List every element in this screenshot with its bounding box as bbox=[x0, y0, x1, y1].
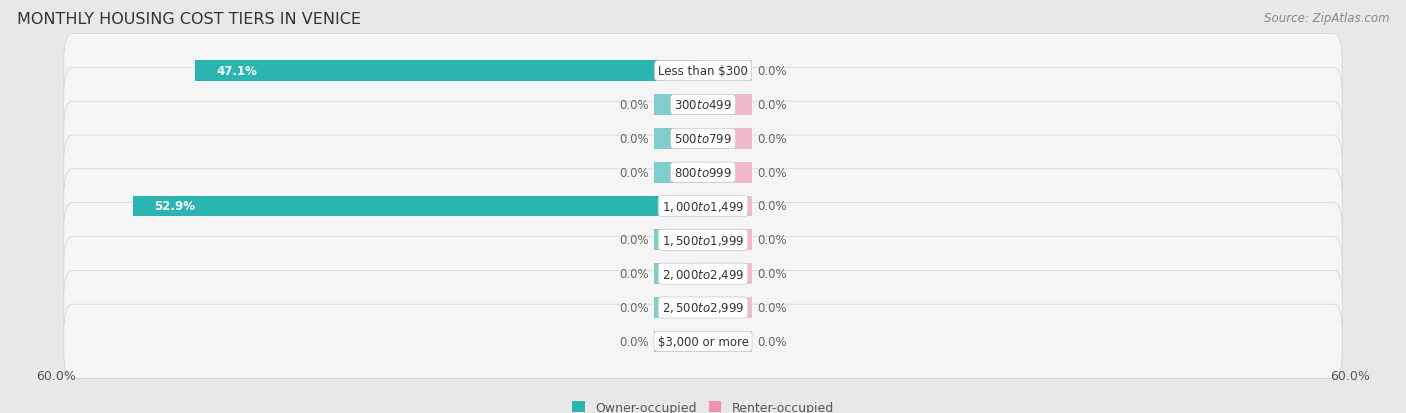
Bar bbox=[132, 196, 703, 217]
Text: 0.0%: 0.0% bbox=[620, 166, 650, 179]
Text: 0.0%: 0.0% bbox=[756, 335, 786, 348]
Text: $1,000 to $1,499: $1,000 to $1,499 bbox=[662, 199, 744, 214]
Text: Less than $300: Less than $300 bbox=[658, 65, 748, 78]
Bar bbox=[654, 263, 703, 285]
Text: 0.0%: 0.0% bbox=[620, 301, 650, 314]
FancyBboxPatch shape bbox=[63, 271, 1343, 345]
FancyBboxPatch shape bbox=[63, 304, 1343, 379]
Text: $2,500 to $2,999: $2,500 to $2,999 bbox=[662, 301, 744, 315]
Text: 52.9%: 52.9% bbox=[155, 200, 195, 213]
Text: 0.0%: 0.0% bbox=[756, 166, 786, 179]
FancyBboxPatch shape bbox=[63, 169, 1343, 244]
FancyBboxPatch shape bbox=[63, 203, 1343, 277]
Text: 0.0%: 0.0% bbox=[756, 200, 786, 213]
Bar bbox=[654, 331, 703, 352]
Text: MONTHLY HOUSING COST TIERS IN VENICE: MONTHLY HOUSING COST TIERS IN VENICE bbox=[17, 12, 361, 27]
Text: 0.0%: 0.0% bbox=[620, 234, 650, 247]
Bar bbox=[703, 230, 752, 251]
Bar bbox=[703, 95, 752, 116]
FancyBboxPatch shape bbox=[63, 68, 1343, 142]
Text: Source: ZipAtlas.com: Source: ZipAtlas.com bbox=[1264, 12, 1389, 25]
FancyBboxPatch shape bbox=[63, 237, 1343, 311]
Text: 47.1%: 47.1% bbox=[217, 65, 257, 78]
Legend: Owner-occupied, Renter-occupied: Owner-occupied, Renter-occupied bbox=[572, 401, 834, 413]
Text: $300 to $499: $300 to $499 bbox=[673, 99, 733, 112]
Text: 0.0%: 0.0% bbox=[620, 99, 650, 112]
Bar bbox=[654, 230, 703, 251]
Text: 0.0%: 0.0% bbox=[756, 99, 786, 112]
Text: 0.0%: 0.0% bbox=[756, 133, 786, 145]
Text: $2,000 to $2,499: $2,000 to $2,499 bbox=[662, 267, 744, 281]
Text: 0.0%: 0.0% bbox=[620, 268, 650, 280]
FancyBboxPatch shape bbox=[63, 136, 1343, 210]
Bar bbox=[703, 128, 752, 150]
Bar bbox=[654, 297, 703, 318]
Text: $500 to $799: $500 to $799 bbox=[673, 133, 733, 145]
Bar bbox=[703, 196, 752, 217]
FancyBboxPatch shape bbox=[63, 102, 1343, 176]
Bar bbox=[703, 61, 752, 82]
Text: $800 to $999: $800 to $999 bbox=[673, 166, 733, 179]
Bar bbox=[703, 331, 752, 352]
FancyBboxPatch shape bbox=[63, 34, 1343, 109]
Bar bbox=[654, 162, 703, 183]
Bar bbox=[654, 95, 703, 116]
Text: 0.0%: 0.0% bbox=[756, 301, 786, 314]
Text: 0.0%: 0.0% bbox=[620, 335, 650, 348]
Text: 0.0%: 0.0% bbox=[756, 234, 786, 247]
Text: 0.0%: 0.0% bbox=[756, 268, 786, 280]
Text: $3,000 or more: $3,000 or more bbox=[658, 335, 748, 348]
Bar bbox=[703, 297, 752, 318]
Bar bbox=[703, 263, 752, 285]
Bar bbox=[654, 128, 703, 150]
Text: $1,500 to $1,999: $1,500 to $1,999 bbox=[662, 233, 744, 247]
Text: 0.0%: 0.0% bbox=[620, 133, 650, 145]
Bar bbox=[703, 162, 752, 183]
Bar bbox=[195, 61, 703, 82]
Text: 0.0%: 0.0% bbox=[756, 65, 786, 78]
